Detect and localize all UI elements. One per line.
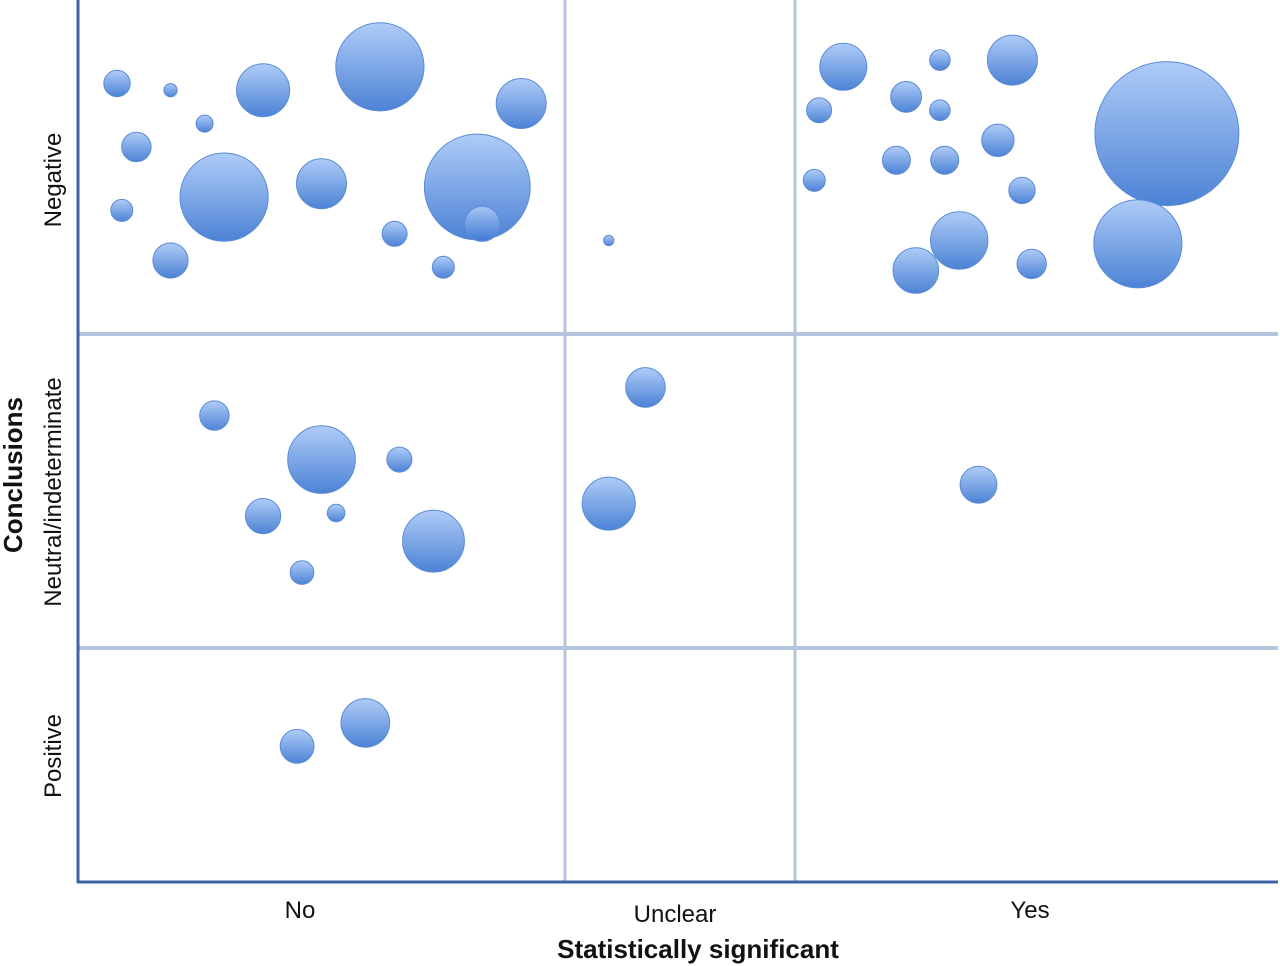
bubble-point [236, 63, 291, 118]
x-tick-label: Yes [1010, 897, 1049, 924]
bubble-point [287, 425, 356, 494]
bubble-point [959, 465, 998, 504]
bubble-point [245, 497, 282, 535]
bubble-point [152, 242, 189, 279]
bubble-point [279, 728, 315, 764]
x-tick-label: No [285, 897, 316, 924]
bubble-point [890, 81, 922, 113]
bubble-point [289, 560, 315, 585]
bubble-point [495, 78, 547, 129]
axes [76, 0, 1278, 884]
bubble-point [464, 205, 501, 242]
bubble-point [386, 446, 413, 473]
bubble-point [110, 198, 134, 222]
bubble-point [1093, 199, 1183, 289]
bubble-point [103, 69, 131, 98]
bubble-point [802, 168, 826, 192]
bubble-point [819, 42, 868, 91]
bubble-point [929, 99, 951, 121]
bubble-point [402, 509, 465, 573]
bubble-point [1016, 248, 1047, 280]
bubble-point [930, 145, 960, 175]
bubble-point [121, 131, 152, 163]
x-tick-label: Unclear [634, 901, 717, 928]
bubble-point [986, 34, 1038, 86]
bubble-point [625, 367, 666, 408]
bubble-point [335, 22, 425, 112]
bubble-point [179, 152, 269, 242]
bubble-point [603, 234, 615, 247]
y-tick-label: Positive [40, 714, 67, 798]
tick-labels: No Unclear Yes Positive Neutral/indeterminat… [40, 133, 1050, 928]
bubble-point [929, 49, 951, 71]
y-axis-title: Conclusions [0, 397, 28, 553]
bubble-point [381, 220, 408, 247]
y-tick-label: Neutral/indeterminate [40, 377, 67, 606]
bubble-point [581, 476, 636, 531]
bubble-point [1008, 176, 1036, 205]
bubble-point [881, 145, 911, 175]
bubble-point [806, 97, 833, 124]
x-axis-title: Statistically significant [557, 934, 839, 964]
bubble-point [981, 123, 1015, 158]
bubble-point [163, 83, 178, 98]
bubble-point [296, 158, 347, 210]
bubble-point [892, 247, 940, 294]
grid-lines [78, 0, 1278, 882]
y-tick-label: Negative [40, 133, 67, 228]
bubbles [103, 22, 1240, 764]
bubble-point [431, 255, 455, 279]
bubble-point [199, 400, 230, 431]
bubble-point [930, 211, 989, 270]
bubble-point [326, 503, 346, 523]
bubble-point [340, 698, 391, 748]
bubble-point [195, 114, 214, 133]
bubble-point [1094, 61, 1240, 207]
